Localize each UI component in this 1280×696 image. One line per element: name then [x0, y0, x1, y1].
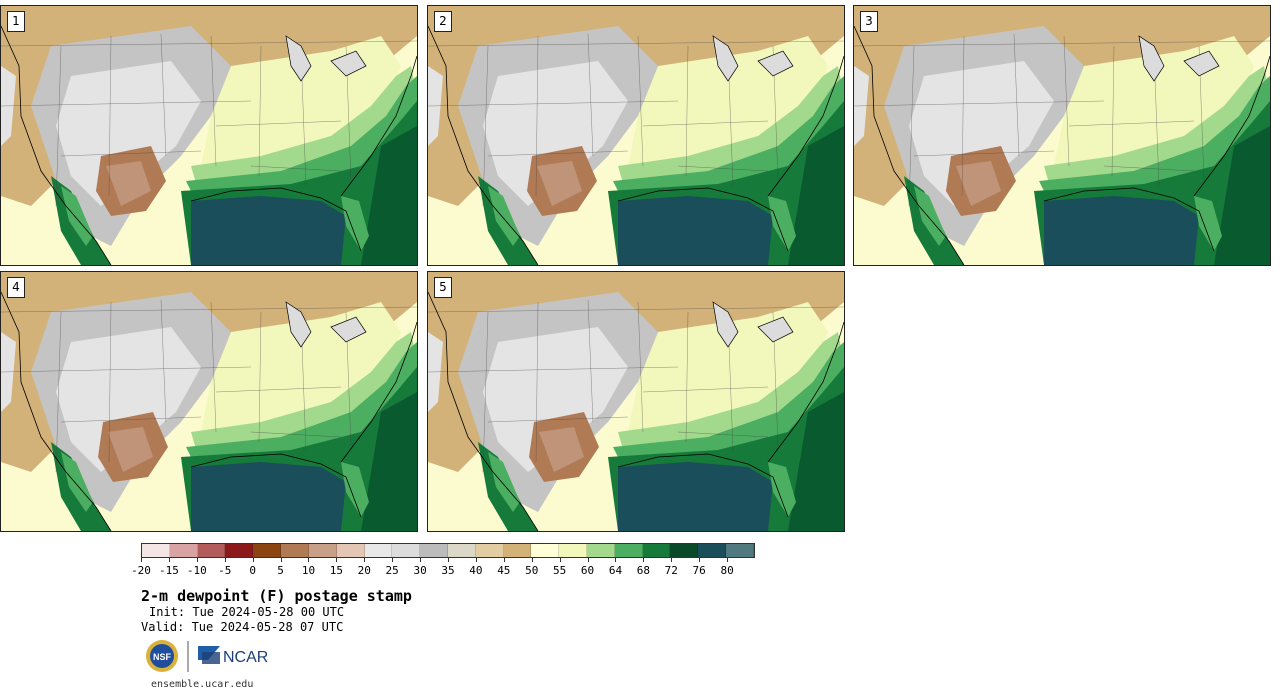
- colorbar-swatch: [169, 544, 198, 557]
- colorbar-tick: [141, 558, 142, 562]
- colorbar-swatch: [726, 544, 754, 557]
- colorbar-tick-label: 5: [277, 564, 284, 577]
- colorbar-swatch: [253, 544, 282, 557]
- logos: NSF NCAR: [145, 638, 285, 674]
- colorbar-tick-label: 30: [413, 564, 427, 577]
- colorbar-tick: [531, 558, 533, 562]
- stamp-panel-5: 5: [427, 271, 845, 532]
- colorbar-tick: [671, 558, 673, 562]
- colorbar-swatch: [698, 544, 727, 557]
- stamp-panel-2: 2: [427, 5, 845, 266]
- colorbar-tick-label: 20: [357, 564, 371, 577]
- colorbar-tick-label: 72: [664, 564, 678, 577]
- site-url: ensemble.ucar.edu: [151, 679, 254, 690]
- colorbar-tick: [475, 558, 477, 562]
- colorbar-swatch: [142, 544, 170, 557]
- panel-number: 3: [860, 11, 878, 32]
- dewpoint-map-5: [428, 272, 844, 531]
- valid-time: Valid: Tue 2024-05-28 07 UTC: [141, 620, 344, 634]
- colorbar-ticks: -20 -15 -10 -5 0 5 10 15 20 25 30 35 40 45 50 55 60 64 68 7…: [131, 558, 755, 580]
- init-time: Init: Tue 2024-05-28 00 UTC: [149, 605, 345, 619]
- colorbar-tick-label: 45: [497, 564, 511, 577]
- colorbar-swatch: [364, 544, 393, 557]
- panel-number: 1: [7, 11, 25, 32]
- colorbar-tick: [308, 558, 310, 562]
- colorbar-tick-label: 15: [329, 564, 343, 577]
- dewpoint-map-2: [428, 6, 844, 265]
- colorbar-tick: [727, 558, 729, 562]
- colorbar-tick: [392, 558, 394, 562]
- colorbar-tick-label: 25: [385, 564, 399, 577]
- colorbar-tick-label: 80: [720, 564, 734, 577]
- colorbar-tick: [224, 558, 226, 562]
- colorbar-swatch: [392, 544, 421, 557]
- colorbar-tick: [364, 558, 366, 562]
- colorbar-tick-label: 55: [553, 564, 567, 577]
- colorbar-tick-label: 64: [608, 564, 623, 577]
- dewpoint-colorbar: [141, 543, 755, 558]
- stamp-panel-1: 1: [0, 5, 418, 266]
- colorbar-swatch: [336, 544, 365, 557]
- colorbar-tick-label: 68: [636, 564, 650, 577]
- nsf-logo-icon: NSF: [146, 640, 178, 672]
- colorbar-swatch: [587, 544, 615, 557]
- colorbar-tick: [252, 558, 254, 562]
- nsf-logo-text: NSF: [153, 652, 172, 662]
- colorbar-swatch: [281, 544, 309, 557]
- dewpoint-map-4: [1, 272, 417, 531]
- figure-title: 2-m dewpoint (F) postage stamp: [141, 587, 412, 605]
- colorbar-tick: [336, 558, 338, 562]
- stamp-panel-4: 4: [0, 271, 418, 532]
- colorbar-swatch: [447, 544, 476, 557]
- dewpoint-map-3: [854, 6, 1270, 265]
- colorbar-tick: [587, 558, 589, 562]
- colorbar-tick-label: 10: [301, 564, 316, 577]
- colorbar-tick: [448, 558, 449, 562]
- colorbar-tick: [280, 558, 282, 562]
- colorbar-tick-label: 40: [469, 564, 483, 577]
- colorbar-swatch: [531, 544, 560, 557]
- colorbar-tick-label: 35: [441, 564, 455, 577]
- colorbar-swatch: [197, 544, 226, 557]
- colorbar-tick-label: 50: [525, 564, 539, 577]
- colorbar-swatch: [670, 544, 699, 557]
- colorbar-tick: [196, 558, 198, 562]
- colorbar-tick-label: -10: [186, 564, 207, 577]
- panel-number: 2: [434, 11, 452, 32]
- colorbar-tick-label: 60: [580, 564, 595, 577]
- ncar-logo-icon: NCAR: [198, 646, 268, 666]
- colorbar-tick-label: 76: [692, 564, 706, 577]
- colorbar-tick: [420, 558, 422, 562]
- colorbar-tick-label: -20: [131, 564, 151, 577]
- colorbar-swatch: [614, 544, 643, 557]
- colorbar-swatch: [308, 544, 337, 557]
- colorbar-tick-label: -5: [218, 564, 232, 577]
- stamp-panel-3: 3: [853, 5, 1271, 266]
- colorbar-swatch: [225, 544, 254, 557]
- colorbar-swatch: [420, 544, 448, 557]
- colorbar-tick: [559, 558, 561, 562]
- colorbar-swatch: [642, 544, 671, 557]
- colorbar-swatch: [503, 544, 532, 557]
- colorbar-tick: [643, 558, 645, 562]
- panel-number: 4: [7, 277, 25, 298]
- ncar-logo-text: NCAR: [223, 649, 268, 666]
- colorbar-swatch: [475, 544, 504, 557]
- colorbar-swatch: [559, 544, 587, 557]
- colorbar-tick: [168, 558, 170, 562]
- colorbar-tick-label: -15: [158, 564, 179, 577]
- colorbar-tick: [699, 558, 701, 562]
- colorbar-tick: [503, 558, 505, 562]
- colorbar-tick-label: 0: [249, 564, 256, 577]
- panel-number: 5: [434, 277, 452, 298]
- dewpoint-map-1: [1, 6, 417, 265]
- colorbar-tick: [615, 558, 617, 562]
